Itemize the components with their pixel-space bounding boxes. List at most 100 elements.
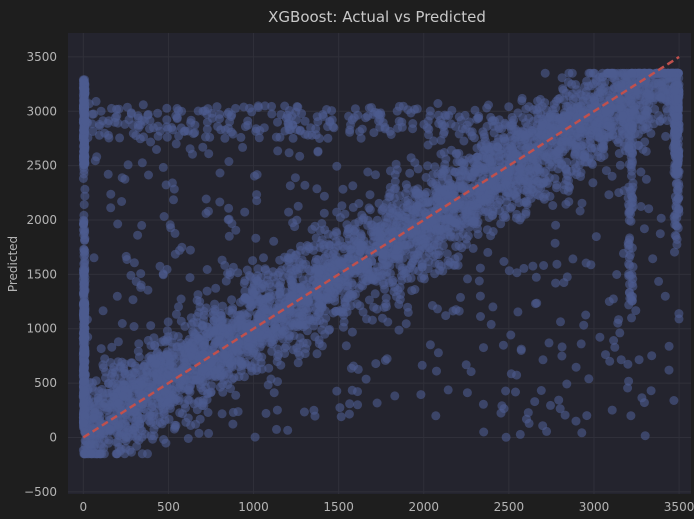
scatter-point	[562, 272, 572, 282]
scatter-point	[568, 254, 578, 264]
scatter-point	[171, 309, 181, 319]
scatter-point	[350, 219, 360, 229]
scatter-point	[511, 149, 520, 159]
scatter-point	[624, 235, 634, 245]
scatter-point	[223, 215, 233, 225]
scatter-point	[79, 215, 89, 225]
scatter-point	[662, 116, 672, 126]
scatter-point	[477, 182, 487, 192]
scatter-point	[401, 268, 411, 278]
scatter-point	[80, 297, 90, 307]
scatter-point	[367, 273, 377, 283]
scatter-point	[444, 189, 454, 199]
scatter-point	[637, 393, 647, 403]
scatter-point	[112, 291, 122, 301]
scatter-point	[426, 177, 436, 187]
scatter-point	[581, 86, 591, 96]
scatter-point	[118, 391, 128, 401]
scatter-point	[211, 283, 221, 293]
scatter-point	[423, 161, 433, 171]
scatter-point	[664, 341, 674, 351]
scatter-point	[183, 395, 193, 405]
scatter-point	[634, 355, 644, 365]
scatter-point	[110, 372, 119, 382]
scatter-point	[555, 404, 565, 414]
scatter-point	[430, 258, 440, 268]
scatter-point	[151, 359, 161, 369]
scatter-point	[527, 185, 537, 195]
scatter-point	[390, 170, 400, 180]
scatter-point	[464, 153, 474, 163]
scatter-point	[358, 281, 368, 291]
scatter-point	[299, 407, 309, 417]
scatter-point	[162, 349, 172, 359]
scatter-point	[160, 337, 170, 347]
scatter-point	[176, 316, 186, 326]
scatter-point	[130, 361, 140, 371]
scatter-point	[372, 215, 382, 225]
scatter-point	[646, 386, 656, 396]
scatter-point	[461, 360, 471, 370]
scatter-point	[432, 240, 442, 250]
scatter-point	[664, 365, 674, 375]
scatter-point	[169, 195, 178, 205]
scatter-point	[607, 405, 617, 415]
scatter-point	[670, 125, 680, 135]
scatter-point	[139, 361, 149, 371]
scatter-point	[231, 390, 241, 400]
scatter-point	[169, 331, 178, 341]
scatter-point	[634, 141, 644, 151]
scatter-point	[244, 342, 254, 352]
scatter-point	[113, 337, 123, 347]
scatter-point	[577, 428, 587, 438]
scatter-point	[183, 434, 193, 443]
scatter-point	[133, 230, 143, 240]
scatter-point	[494, 134, 504, 144]
scatter-point	[252, 290, 262, 300]
scatter-point	[490, 190, 500, 200]
scatter-point	[319, 208, 329, 218]
scatter-point	[286, 268, 296, 278]
scatter-point	[362, 314, 371, 324]
scatter-point	[624, 182, 634, 192]
scatter-point	[370, 289, 380, 299]
scatter-point	[627, 198, 637, 208]
scatter-point	[646, 128, 656, 138]
scatter-point	[125, 384, 135, 393]
scatter-point	[641, 146, 651, 156]
scatter-point	[624, 376, 634, 386]
scatter-point	[349, 235, 359, 245]
scatter-point	[113, 398, 123, 408]
scatter-point	[596, 143, 606, 153]
scatter-point	[201, 194, 211, 204]
scatter-point	[654, 276, 664, 286]
scatter-point	[80, 184, 90, 194]
scatter-point	[593, 151, 603, 161]
scatter-point	[193, 290, 203, 300]
scatter-point	[253, 264, 263, 274]
scatter-point	[614, 315, 624, 325]
scatter-point	[475, 291, 485, 301]
scatter-point	[204, 428, 214, 438]
scatter-point	[229, 330, 239, 340]
scatter-point	[233, 407, 243, 417]
scatter-point	[79, 377, 88, 387]
scatter-point	[442, 249, 452, 259]
scatter-point	[501, 386, 511, 396]
scatter-point	[673, 158, 683, 168]
scatter-point	[363, 167, 373, 177]
scatter-point	[125, 445, 135, 455]
scatter-point	[231, 225, 241, 235]
scatter-point	[614, 188, 624, 198]
scatter-point	[263, 380, 273, 390]
scatter-point	[198, 142, 208, 152]
scatter-point	[273, 352, 283, 362]
scatter-point	[170, 249, 180, 259]
scatter-point	[562, 379, 572, 389]
scatter-point	[528, 154, 538, 164]
scatter-point	[531, 272, 541, 282]
scatter-point	[127, 412, 137, 422]
scatter-point	[342, 220, 352, 230]
scatter-point	[555, 144, 565, 154]
scatter-point	[625, 271, 635, 280]
